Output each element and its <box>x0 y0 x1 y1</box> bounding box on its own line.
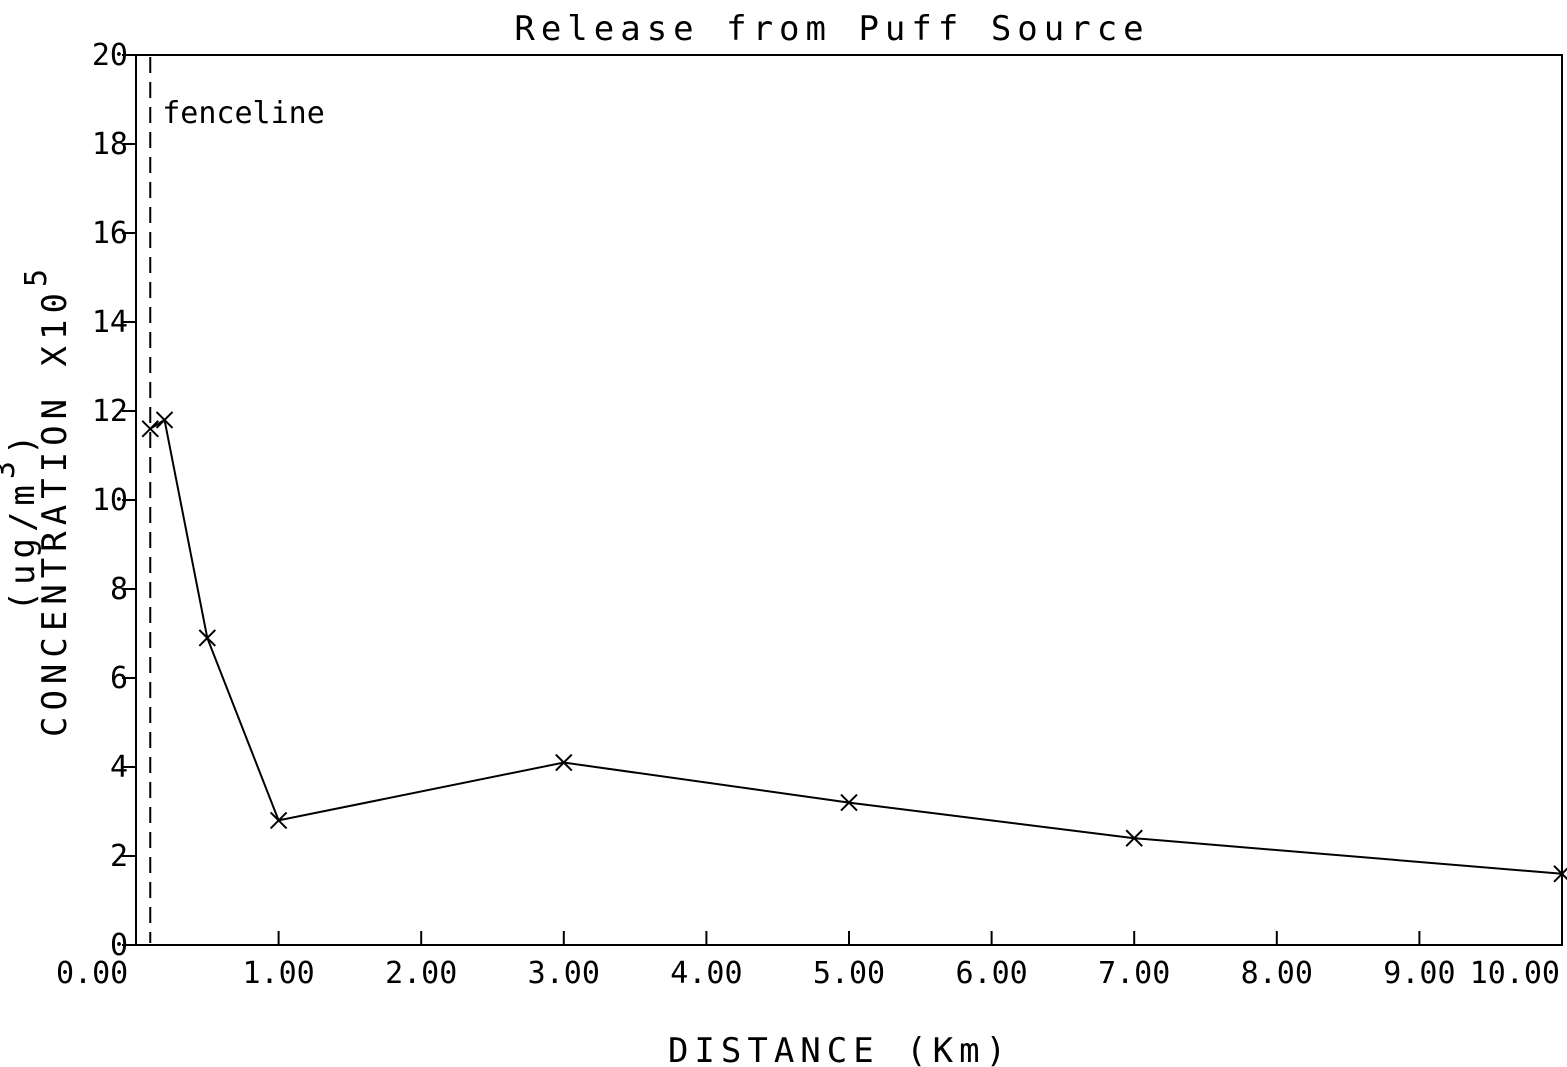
y-tick-label: 0 <box>110 928 128 963</box>
y-tick-label: 16 <box>92 216 128 251</box>
x-tick-label: 0.00 <box>56 956 128 991</box>
y-tick-label: 4 <box>110 750 128 785</box>
y-axis-label-exponent: 5 <box>19 263 54 287</box>
annotations: fenceline <box>149 57 325 943</box>
y-tick-label: 18 <box>92 127 128 162</box>
data-point <box>1125 829 1143 847</box>
x-tick-label: 1.00 <box>242 956 314 991</box>
y-axis-label-units-exponent: 3 <box>0 455 22 479</box>
plot-frame <box>135 54 1563 946</box>
y-tick-label: 14 <box>92 305 128 340</box>
y-tick-label: 6 <box>110 661 128 696</box>
y-tick-label: 2 <box>110 839 128 874</box>
x-tick-label: 6.00 <box>955 956 1027 991</box>
svg-text:(ug/m3): (ug/m3) <box>0 429 43 612</box>
x-tick-label: 8.00 <box>1241 956 1313 991</box>
y-tick-label: 12 <box>92 394 128 429</box>
fenceline-label: fenceline <box>162 96 325 131</box>
data-point <box>840 793 858 812</box>
series-layer <box>141 411 1567 883</box>
data-point <box>269 811 288 830</box>
y-axis-label-units-close: ) <box>3 429 43 455</box>
x-axis-label: DISTANCE (Km) <box>668 1031 1012 1067</box>
data-point <box>198 629 217 647</box>
data-point <box>155 411 174 429</box>
x-tick-label: 5.00 <box>813 956 885 991</box>
y-axis-label-main: CONCENTRATION X10 <box>35 287 75 737</box>
y-tick-label: 10 <box>92 483 128 518</box>
y-axis-ticks: 0 2 4 6 8 10 12 14 16 18 20 <box>92 38 136 963</box>
y-axis-label: CONCENTRATION X105 (ug/m3) <box>0 263 75 737</box>
svg-text:CONCENTRATION X105: CONCENTRATION X105 <box>19 263 75 737</box>
data-point <box>1553 865 1567 883</box>
data-point <box>141 420 159 438</box>
x-tick-label: 4.00 <box>670 956 742 991</box>
series-line <box>149 418 1563 875</box>
data-point <box>555 753 573 772</box>
x-tick-label: 3.00 <box>528 956 600 991</box>
chart-title: Release from Puff Source <box>514 9 1149 49</box>
x-tick-label: 7.00 <box>1098 956 1170 991</box>
y-tick-label: 20 <box>92 38 128 73</box>
y-tick-label: 8 <box>110 572 128 607</box>
x-tick-label: 2.00 <box>385 956 457 991</box>
x-tick-label: 9.00 <box>1383 956 1455 991</box>
x-tick-label: 10.00 <box>1470 956 1560 991</box>
x-axis-ticks: 0.00 1.00 2.00 3.00 4.00 5.00 6.00 7.00 8.00 9.00… <box>56 931 1563 991</box>
y-axis-label-units-open: (ug/m <box>3 479 43 611</box>
